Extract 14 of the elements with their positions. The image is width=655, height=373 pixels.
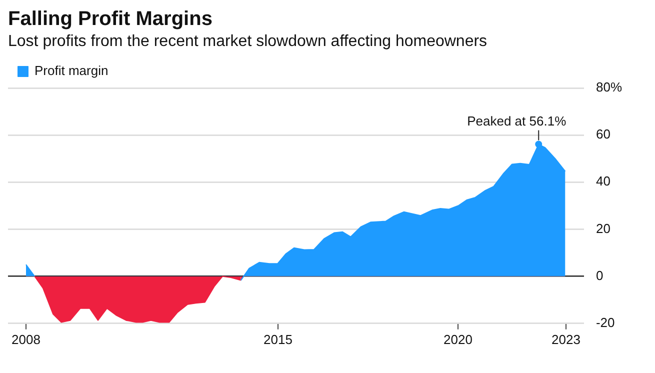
y-tick-label: 80% (596, 80, 622, 95)
y-tick-label: 40 (596, 174, 610, 189)
x-tick-label: 2008 (12, 332, 40, 347)
chart-subtitle: Lost profits from the recent market slowdown affecting homeowners (8, 33, 488, 51)
x-tick-label: 2023 (552, 332, 580, 347)
x-tick-label: 2020 (444, 332, 472, 347)
y-tick-label: -20 (596, 314, 615, 330)
y-tick-label: 0 (596, 268, 604, 283)
legend-label: Profit margin (34, 63, 108, 78)
annotation: Peaked at 56.1% (467, 113, 567, 128)
x-tick-label: 2015 (264, 332, 292, 347)
y-tick-label: 60 (596, 126, 610, 142)
y-tick-label: 20 (596, 220, 610, 236)
chart-title: Falling Profit Margins (8, 8, 214, 31)
